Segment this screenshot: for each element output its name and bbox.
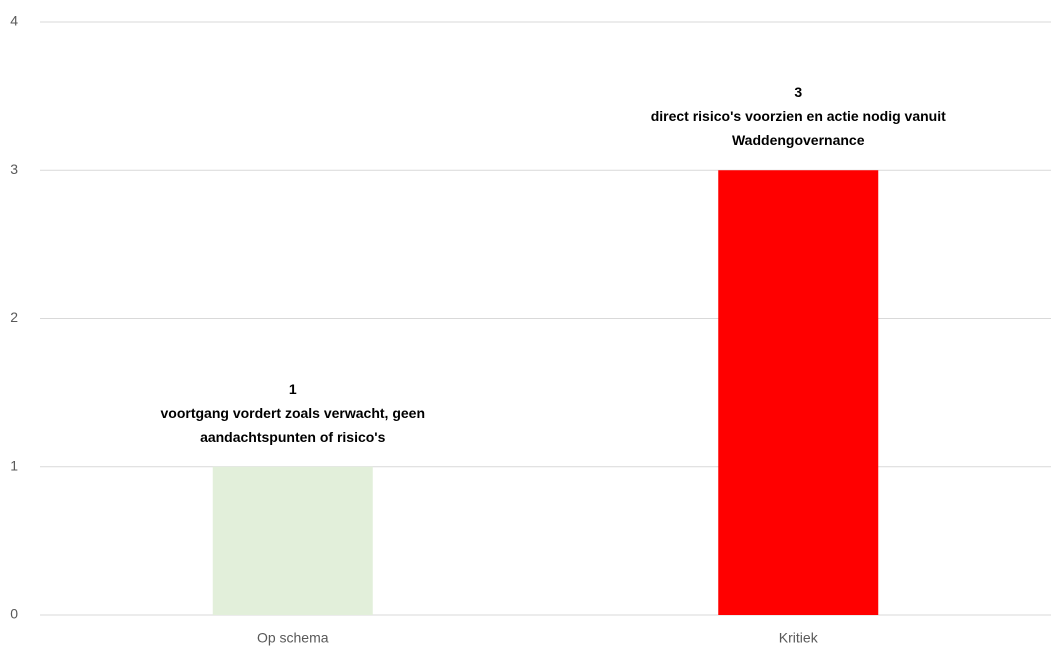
y-tick-label: 4	[10, 13, 18, 29]
data-label-description: direct risico's voorzien en actie nodig …	[650, 108, 946, 149]
data-label-box: 1 voortgang vordert zoals verwacht, geen …	[93, 327, 493, 449]
data-label: 3 direct risico's voorzien en actie nodig…	[598, 30, 998, 152]
y-tick-label: 3	[10, 161, 18, 177]
x-tick-label: Op schema	[257, 630, 329, 646]
y-tick-label: 1	[10, 457, 18, 473]
data-label-box: 3 direct risico's voorzien en actie nodig…	[598, 30, 998, 152]
data-label-value: 3	[794, 84, 803, 101]
data-label: 1 voortgang vordert zoals verwacht, geen …	[93, 327, 493, 449]
y-tick-label: 2	[10, 309, 18, 325]
bar	[212, 466, 373, 615]
bar	[718, 170, 879, 615]
y-tick-label: 0	[10, 606, 18, 622]
x-tick-label: Kritiek	[779, 630, 819, 646]
data-label-description: voortgang vordert zoals verwacht, geen a…	[160, 404, 425, 445]
data-label-value: 1	[288, 380, 297, 397]
